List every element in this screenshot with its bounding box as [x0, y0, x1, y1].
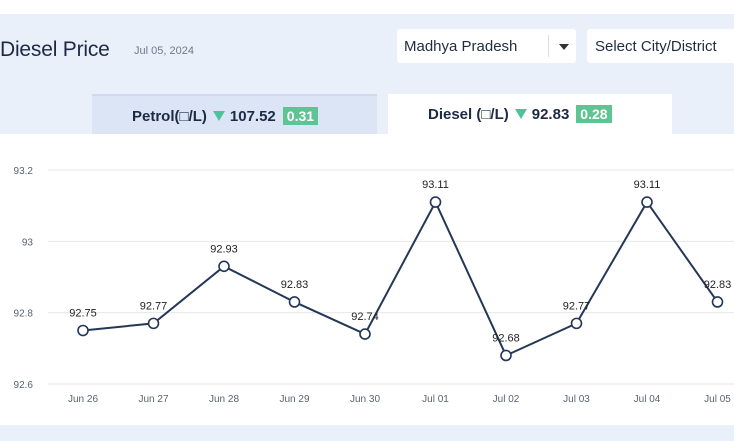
- tab-petrol-price: 107.52: [229, 107, 276, 125]
- data-label: 92.83: [704, 279, 732, 291]
- data-point: [288, 296, 301, 308]
- state-select-value: Madhya Pradesh: [404, 38, 518, 55]
- page-title: Diesel Price: [0, 38, 110, 61]
- tab-diesel-price: 92.83: [531, 105, 570, 123]
- x-tick-label: Jun 27: [138, 394, 168, 405]
- state-select[interactable]: Madhya Pradesh: [397, 29, 576, 63]
- down-triangle-icon: [514, 109, 527, 119]
- tab-diesel-label: Diesel (□/L): [428, 105, 509, 123]
- x-tick-label: Jun 26: [68, 394, 98, 405]
- data-label: 92.77: [563, 300, 591, 312]
- x-tick-label: Jun 29: [279, 394, 309, 405]
- top-strip: [0, 0, 734, 14]
- data-point: [359, 328, 371, 340]
- data-point: [77, 324, 89, 337]
- data-point: [429, 196, 442, 208]
- data-label: 92.74: [351, 311, 379, 323]
- tab-petrol-change-badge: 0.31: [282, 107, 319, 125]
- data-label: 92.83: [281, 279, 309, 291]
- x-tick-label: Jul 02: [493, 394, 520, 405]
- tab-petrol-label: Petrol(□/L): [132, 107, 207, 125]
- x-tick-label: Jul 03: [563, 394, 590, 405]
- chevron-down-icon[interactable]: [559, 44, 569, 50]
- down-triangle-icon: [212, 111, 225, 121]
- data-label: 93.11: [634, 179, 661, 191]
- y-tick-label: 93.2: [14, 166, 34, 177]
- data-label: 93.11: [422, 179, 449, 191]
- data-point: [641, 196, 653, 208]
- y-tick-label: 92.6: [14, 380, 34, 391]
- data-label: 92.75: [69, 308, 97, 320]
- x-tick-label: Jul 05: [704, 394, 731, 405]
- x-tick-label: Jun 30: [350, 394, 380, 405]
- data-label: 92.93: [210, 243, 238, 255]
- tab-petrol[interactable]: Petrol(□/L) 107.52 0.31: [92, 94, 377, 134]
- data-label: 92.68: [492, 332, 520, 344]
- select-divider: [548, 35, 549, 57]
- data-label: 92.77: [140, 300, 168, 312]
- x-tick-label: Jul 04: [634, 394, 661, 405]
- city-select-placeholder: Select City/District: [595, 38, 717, 55]
- city-select[interactable]: Select City/District: [587, 29, 734, 63]
- data-point: [570, 317, 583, 330]
- data-point: [711, 296, 724, 308]
- y-tick-label: 92.8: [14, 309, 34, 320]
- x-tick-label: Jun 28: [209, 394, 239, 405]
- price-date: Jul 05, 2024: [134, 45, 194, 57]
- price-line-chart: 92.6 92.8 93 93.2 Jun 26 Jun 27 Jun 28 Jun 29 Ju…: [14, 166, 734, 405]
- series-line: [82, 199, 719, 357]
- data-point: [500, 349, 512, 362]
- x-tick-label: Jul 01: [422, 394, 449, 405]
- chart-card: 92.6 92.8 93 93.2 Jun 26 Jun 27 Jun 28 Jun 29 Ju…: [0, 134, 734, 425]
- tab-diesel-change-badge: 0.28: [576, 105, 612, 123]
- data-point: [218, 260, 230, 273]
- y-tick-label: 93: [22, 237, 34, 248]
- tab-diesel[interactable]: Diesel (□/L) 92.83 0.28: [388, 94, 672, 134]
- data-point: [147, 317, 160, 330]
